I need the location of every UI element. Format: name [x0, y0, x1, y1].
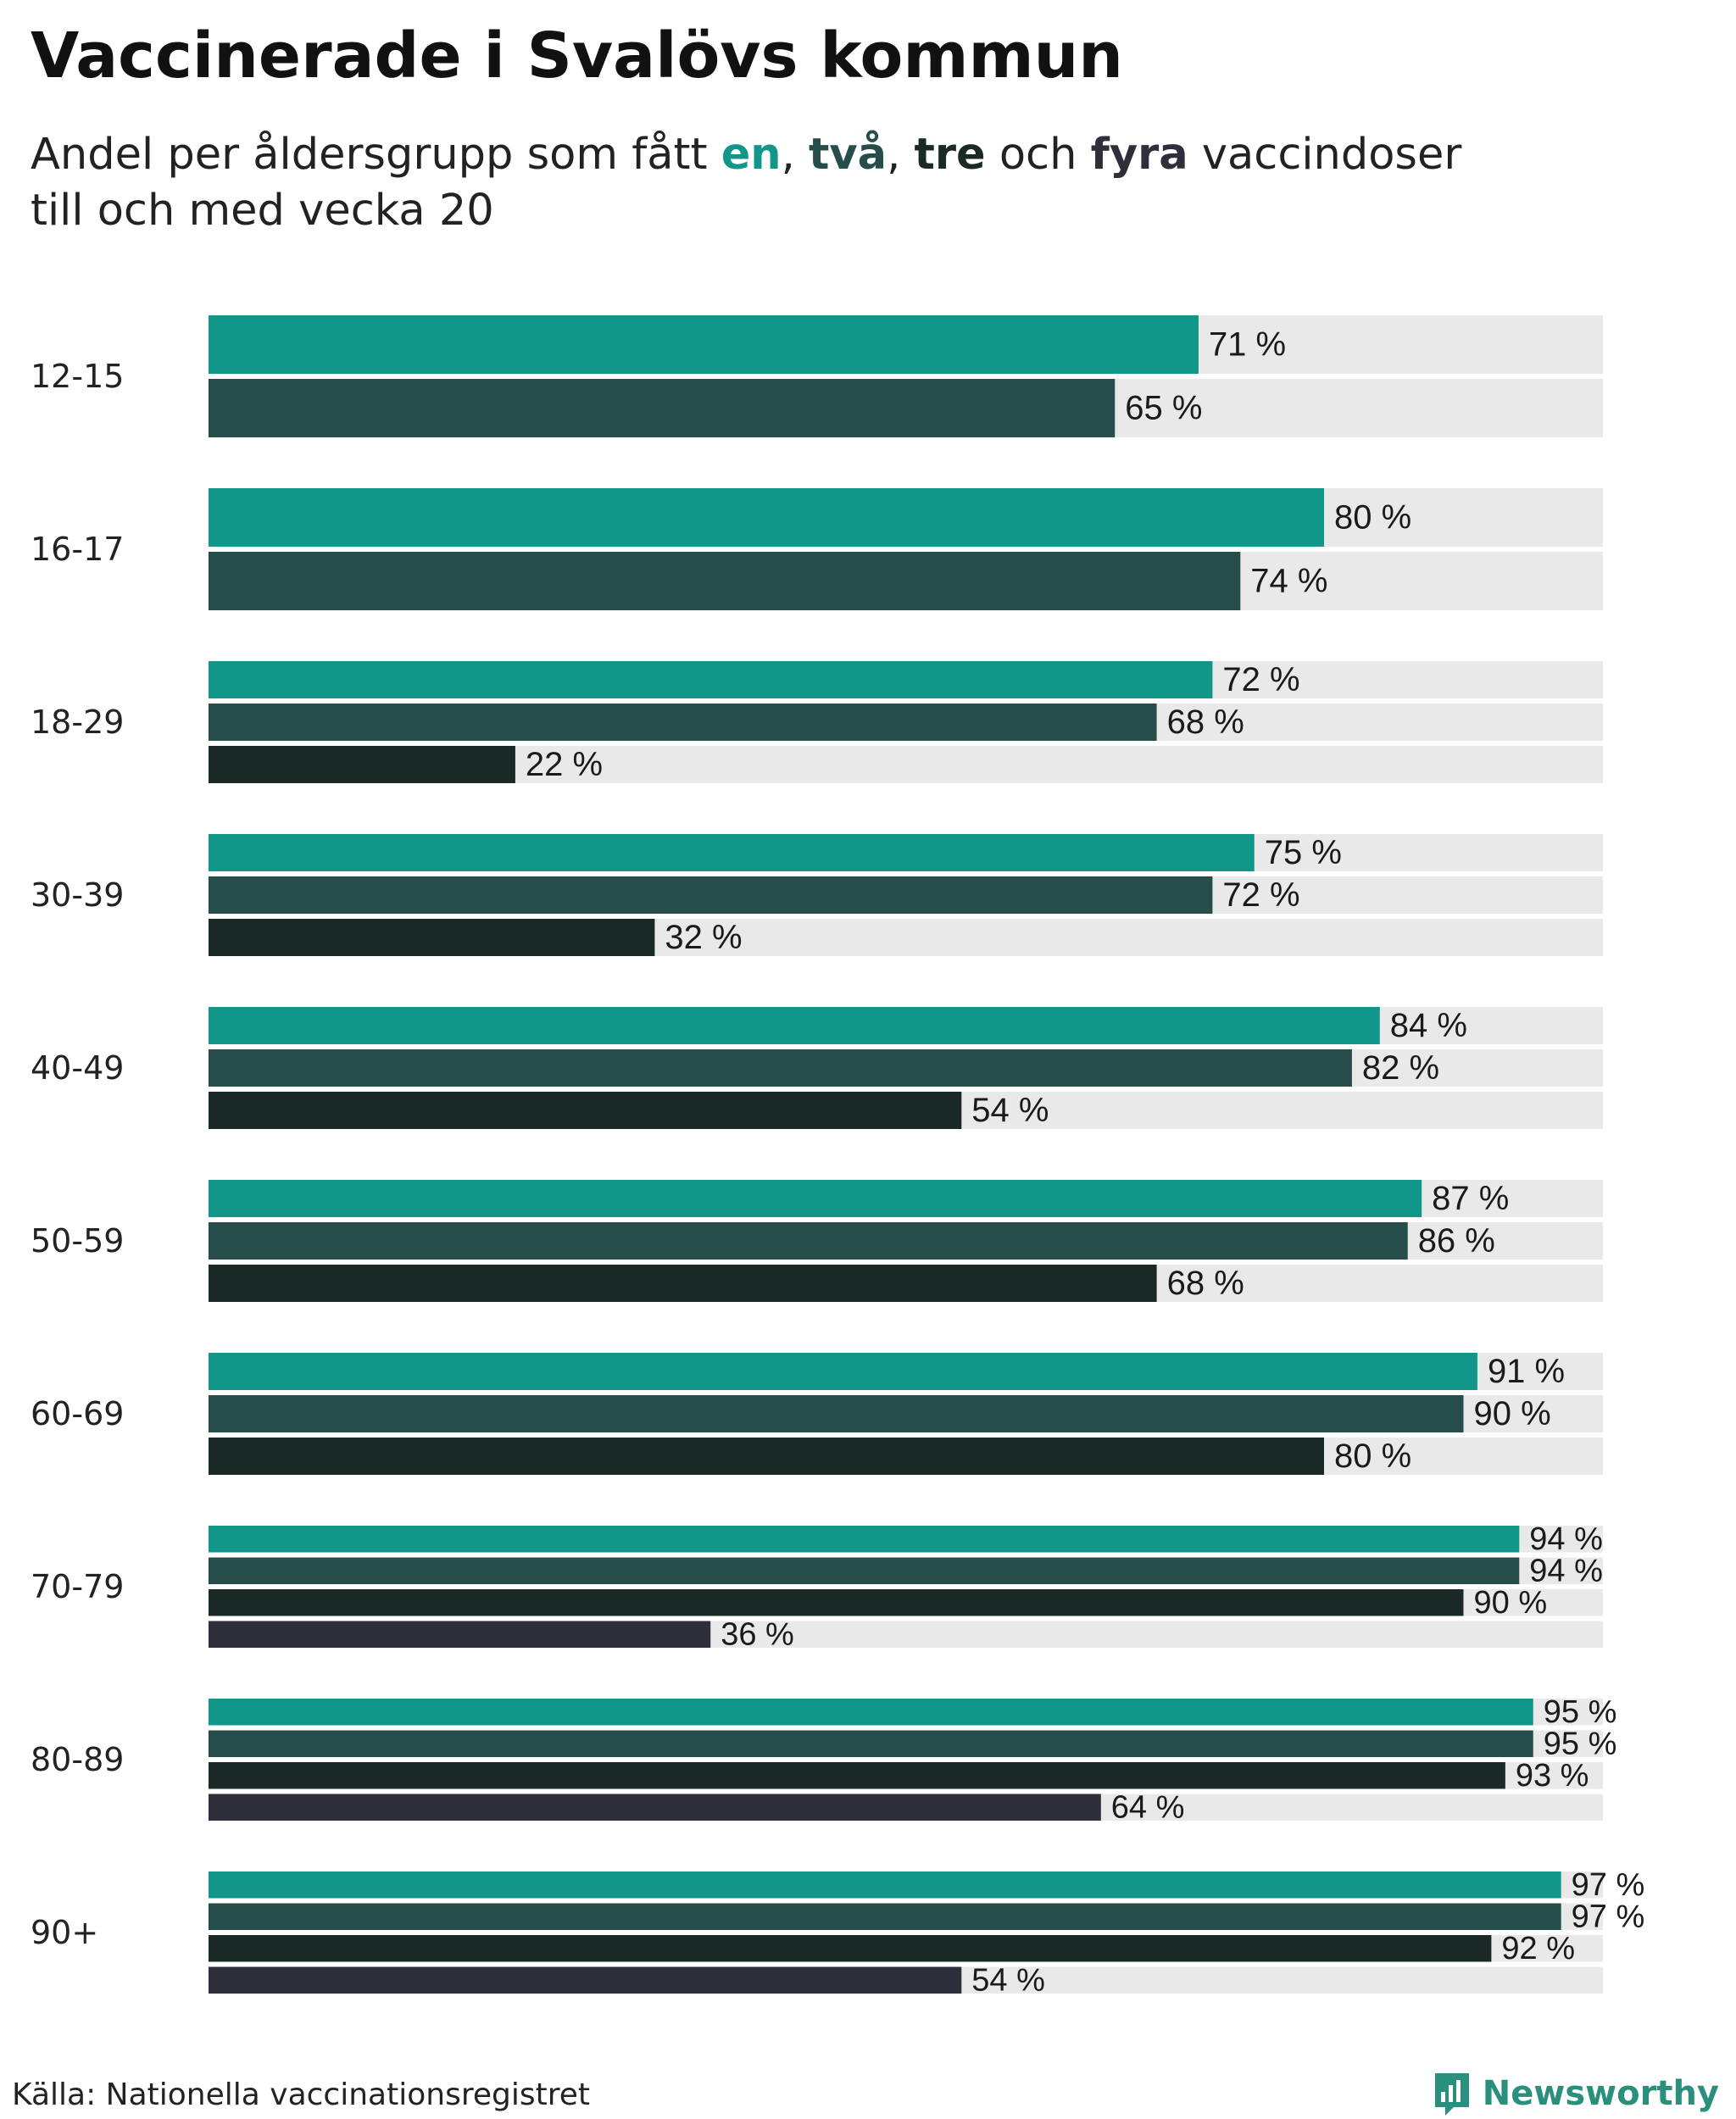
data-label: 92 %	[1501, 1931, 1575, 1966]
bar-dose-3	[209, 1589, 1464, 1616]
category-label: 16-17	[31, 531, 124, 568]
chart-title: Vaccinerade i Svalövs kommun	[31, 19, 1123, 92]
data-label: 22 %	[526, 746, 603, 783]
data-label: 90 %	[1474, 1395, 1551, 1432]
legend-dose-4: fyra	[1090, 130, 1188, 180]
bar-dose-1	[209, 488, 1324, 547]
data-label: 82 %	[1362, 1049, 1439, 1087]
category-label: 18-29	[31, 704, 124, 741]
bar-dose-4	[209, 1794, 1101, 1821]
data-label: 80 %	[1334, 1438, 1411, 1475]
legend-dose-2: två	[809, 130, 887, 180]
data-label: 64 %	[1111, 1789, 1185, 1825]
bar-dose-2	[209, 1222, 1408, 1260]
data-label: 32 %	[665, 919, 742, 956]
data-label: 87 %	[1432, 1180, 1509, 1217]
subtitle-separator: ,	[781, 130, 810, 180]
bar-dose-2	[209, 704, 1157, 741]
data-label: 93 %	[1516, 1758, 1589, 1794]
data-label: 86 %	[1418, 1222, 1495, 1260]
bar-dose-3	[209, 746, 515, 783]
bar-dose-3	[209, 1935, 1492, 1962]
data-label: 54 %	[971, 1092, 1049, 1129]
data-label: 90 %	[1474, 1585, 1548, 1621]
data-label: 68 %	[1167, 1265, 1244, 1302]
chart-subtitle: Andel per åldersgrupp som fått en, två, …	[31, 127, 1461, 239]
bar-dose-3	[209, 1438, 1324, 1475]
subtitle-line-2: till och med vecka 20	[31, 186, 494, 236]
brand-name: Newsworthy	[1482, 2074, 1719, 2113]
legend-dose-1: en	[721, 130, 782, 180]
data-label: 95 %	[1544, 1694, 1617, 1730]
bar-dose-1	[209, 1353, 1477, 1390]
bar-dose-2	[209, 1049, 1352, 1087]
bar-dose-1	[209, 315, 1199, 374]
subtitle-suffix: vaccindoser	[1188, 130, 1462, 180]
data-label: 71 %	[1209, 326, 1286, 364]
subtitle-conjunction: och	[985, 130, 1091, 180]
bar-dose-3	[209, 1762, 1505, 1789]
category-label: 80-89	[31, 1741, 124, 1778]
bar-dose-4	[209, 1621, 711, 1648]
data-label: 97 %	[1572, 1867, 1645, 1903]
bar-dose-1	[209, 1180, 1422, 1217]
data-label: 74 %	[1250, 563, 1327, 600]
data-label: 91 %	[1488, 1353, 1565, 1390]
bar-dose-2	[209, 1730, 1533, 1757]
data-label: 36 %	[721, 1616, 794, 1652]
bar-dose-2	[209, 876, 1213, 914]
bar-dose-1	[209, 1872, 1561, 1899]
legend-dose-3: tre	[914, 130, 986, 180]
bar-dose-1	[209, 1007, 1380, 1044]
bar-dose-4	[209, 1966, 962, 1994]
category-label: 30-39	[31, 876, 124, 914]
data-label: 68 %	[1167, 704, 1244, 741]
subtitle-line-1: Andel per åldersgrupp som fått en, två, …	[31, 127, 1461, 183]
data-label: 94 %	[1529, 1553, 1603, 1588]
data-label: 97 %	[1572, 1899, 1645, 1934]
bar-dose-1	[209, 1699, 1533, 1726]
category-label: 50-59	[31, 1222, 124, 1260]
category-label: 90+	[31, 1914, 98, 1951]
data-label: 94 %	[1529, 1521, 1603, 1557]
data-label: 95 %	[1544, 1726, 1617, 1761]
brand-logo: Newsworthy	[1432, 2068, 1719, 2119]
bar-dose-2	[209, 1903, 1561, 1930]
source-note: Källa: Nationella vaccinationsregistret	[12, 2077, 590, 2112]
data-label: 80 %	[1334, 499, 1411, 537]
bar-dose-2	[209, 1395, 1464, 1432]
data-label: 65 %	[1125, 390, 1202, 427]
data-label: 75 %	[1265, 834, 1342, 871]
bar-dose-2	[209, 379, 1116, 437]
bar-dose-3	[209, 1265, 1157, 1302]
bar-dose-1	[209, 661, 1213, 698]
subtitle-separator: ,	[887, 130, 915, 180]
bar-dose-2	[209, 1557, 1520, 1584]
bar-dose-3	[209, 1092, 962, 1129]
category-label: 60-69	[31, 1395, 124, 1432]
bar-dose-1	[209, 834, 1255, 871]
data-label: 54 %	[971, 1962, 1045, 1998]
bar-dose-3	[209, 919, 655, 956]
bar-dose-2	[209, 552, 1241, 610]
category-label: 12-15	[31, 358, 124, 395]
data-label: 84 %	[1390, 1007, 1467, 1044]
bar-dose-1	[209, 1526, 1520, 1553]
data-label: 72 %	[1222, 661, 1299, 698]
category-label: 70-79	[31, 1568, 124, 1605]
category-label: 40-49	[31, 1049, 124, 1087]
newsworthy-logo-icon	[1434, 2073, 1469, 2116]
data-label: 72 %	[1222, 876, 1299, 914]
subtitle-prefix: Andel per åldersgrupp som fått	[31, 130, 721, 180]
